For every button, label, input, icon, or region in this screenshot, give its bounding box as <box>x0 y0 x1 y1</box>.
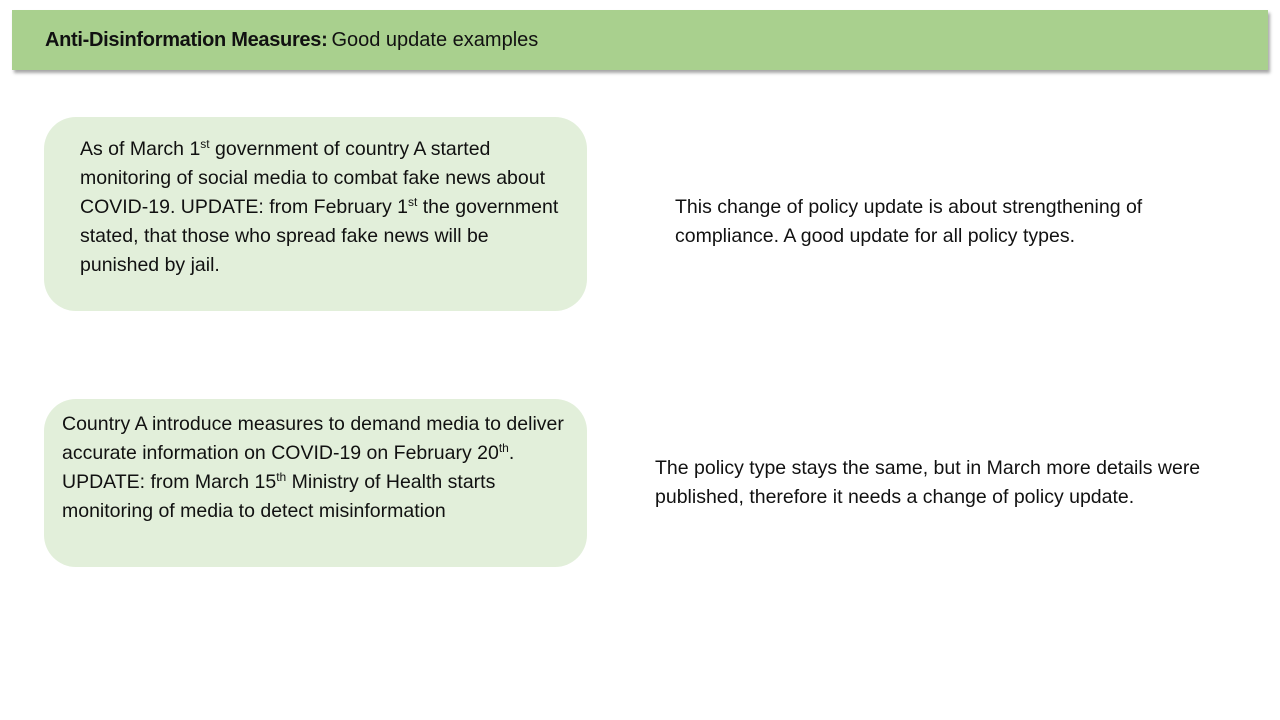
example-2-text-part-1: Country A introduce measures to demand m… <box>62 413 564 464</box>
example-2-text-part-2: . UPDATE: from March 15 <box>62 442 515 493</box>
example-1-text-part-3: the government stated, that those who sp… <box>80 196 559 276</box>
example-1-text-part-2: government of country A started monitori… <box>80 138 546 218</box>
example-1-text-part-1: As of March 1 <box>80 138 201 160</box>
example-1-explanation: This change of policy update is about st… <box>675 196 1143 247</box>
example-1-superscript-2: st <box>407 195 418 209</box>
example-2-superscript-2: th <box>276 470 287 484</box>
example-1-superscript-1: st <box>200 137 210 151</box>
example-2-explanation: The policy type stays the same, but in M… <box>655 457 1201 508</box>
example-box-2: Country A introduce measures to demand m… <box>44 399 587 567</box>
slide-title-rest: Good update examples <box>331 28 539 51</box>
slide-title-bar: Anti-Disinformation Measures: Good updat… <box>12 10 1268 70</box>
example-box-1: As of March 1st government of country A … <box>44 117 587 311</box>
example-2-text-part-3: Ministry of Health starts monitoring of … <box>62 471 496 522</box>
example-2-superscript-1: th <box>498 441 509 455</box>
slide-title-bold: Anti-Disinformation Measures: <box>45 28 328 51</box>
